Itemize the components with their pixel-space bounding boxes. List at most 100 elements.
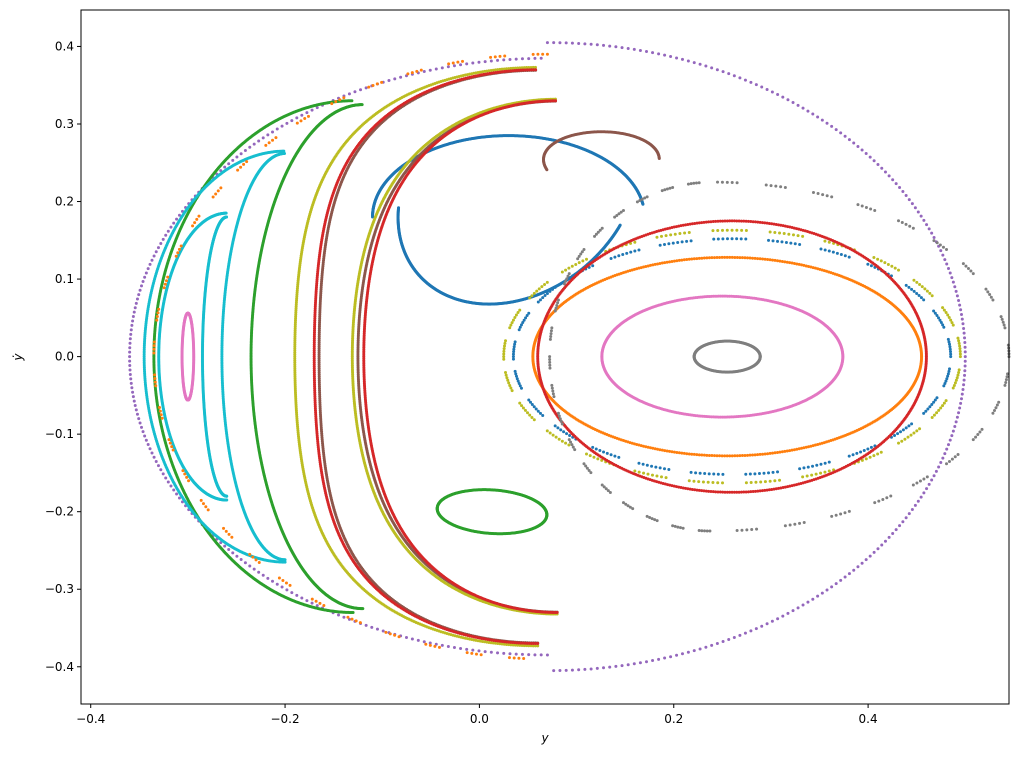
data-point xyxy=(257,570,261,574)
data-point xyxy=(856,144,860,148)
data-point xyxy=(904,194,908,198)
data-point xyxy=(266,576,270,580)
data-point xyxy=(164,233,168,237)
data-point xyxy=(834,582,838,586)
data-point xyxy=(910,508,914,512)
data-point xyxy=(135,412,139,416)
data-point xyxy=(894,182,898,186)
data-point xyxy=(483,650,487,654)
data-point xyxy=(128,368,132,372)
data-point xyxy=(830,585,834,589)
data-point xyxy=(620,46,624,50)
data-point xyxy=(801,603,805,607)
data-point xyxy=(901,190,905,194)
data-point xyxy=(239,558,243,562)
data-point xyxy=(285,121,289,125)
data-point xyxy=(489,59,493,63)
data-point xyxy=(657,657,661,661)
data-point xyxy=(825,588,829,592)
data-point xyxy=(543,518,547,522)
data-point xyxy=(891,178,895,182)
data-point xyxy=(963,359,967,363)
data-point xyxy=(698,647,702,651)
data-point xyxy=(960,317,964,321)
data-point xyxy=(496,651,500,655)
data-point xyxy=(715,68,719,72)
data-point xyxy=(868,155,872,159)
data-point xyxy=(169,484,173,488)
data-point xyxy=(166,480,170,484)
data-point xyxy=(564,668,568,672)
data-point xyxy=(172,221,176,225)
data-point xyxy=(932,236,936,240)
data-point xyxy=(669,655,673,659)
data-point xyxy=(651,659,655,663)
plot-area-background xyxy=(81,10,1009,704)
data-point xyxy=(887,535,891,539)
data-point xyxy=(963,355,967,359)
data-point xyxy=(175,492,179,496)
data-point xyxy=(868,554,872,558)
data-point xyxy=(891,532,895,536)
data-point xyxy=(545,41,549,45)
data-point xyxy=(128,364,132,368)
data-point xyxy=(675,56,679,60)
data-point xyxy=(154,250,158,254)
data-point xyxy=(459,63,463,67)
data-point xyxy=(880,166,884,170)
data-point xyxy=(446,65,450,69)
data-point xyxy=(520,57,524,61)
data-point xyxy=(520,652,524,656)
data-point xyxy=(963,336,967,340)
data-point xyxy=(235,155,239,159)
data-point xyxy=(545,653,549,657)
data-point xyxy=(166,229,170,233)
data-point xyxy=(364,86,368,90)
data-point xyxy=(847,138,851,142)
data-point xyxy=(159,468,163,472)
data-point xyxy=(927,227,931,231)
data-point xyxy=(898,524,902,528)
data-point xyxy=(806,600,810,604)
data-point xyxy=(698,62,702,66)
data-point xyxy=(152,455,156,459)
data-point xyxy=(337,613,341,617)
data-point xyxy=(248,145,252,149)
data-point xyxy=(192,356,196,360)
data-point xyxy=(860,561,864,565)
data-point xyxy=(839,131,843,135)
data-point xyxy=(440,643,444,647)
data-point xyxy=(887,174,891,178)
data-point xyxy=(231,551,235,555)
data-point xyxy=(960,392,964,396)
data-point xyxy=(927,482,931,486)
data-point xyxy=(452,64,456,68)
data-point xyxy=(128,355,132,359)
data-point xyxy=(796,103,800,107)
data-point xyxy=(128,346,132,350)
data-point xyxy=(620,664,624,668)
data-point xyxy=(440,66,444,70)
data-point xyxy=(169,225,173,229)
data-point xyxy=(632,47,636,51)
data-point xyxy=(146,443,150,447)
data-point xyxy=(950,434,954,438)
data-point xyxy=(589,667,593,671)
data-point xyxy=(156,464,160,468)
data-point xyxy=(280,585,284,589)
data-point xyxy=(285,588,289,592)
data-point xyxy=(954,420,958,424)
data-point xyxy=(360,103,364,107)
data-point xyxy=(962,383,966,387)
data-point xyxy=(141,430,145,434)
data-point xyxy=(364,623,368,627)
data-point xyxy=(138,288,142,292)
data-point xyxy=(710,643,714,647)
data-point xyxy=(680,652,684,656)
data-point xyxy=(150,258,154,262)
data-point xyxy=(350,99,354,103)
data-point xyxy=(589,42,593,46)
data-point xyxy=(954,289,958,293)
data-point xyxy=(219,541,223,545)
data-point xyxy=(148,447,152,451)
